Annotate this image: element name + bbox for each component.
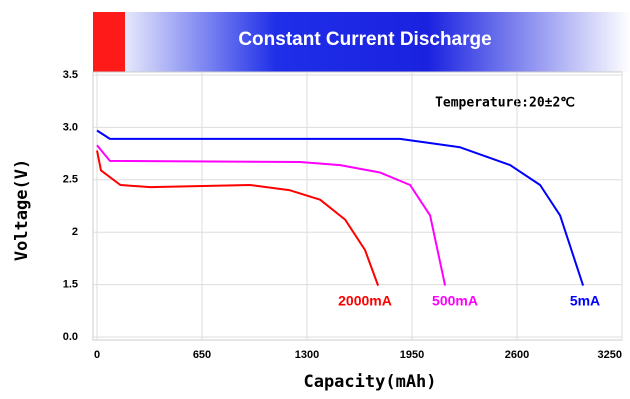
series-label: 2000mA [338, 293, 392, 309]
plot-frame [92, 71, 623, 341]
x-tick-label: 650 [193, 349, 211, 361]
y-axis-label: Voltage(V) [12, 159, 32, 261]
line [96, 144, 447, 286]
y-tick-label: 2 [72, 226, 78, 238]
header-banner [125, 12, 630, 72]
line [96, 129, 585, 286]
line [96, 150, 380, 286]
series-label: 5mA [570, 293, 600, 309]
annotation: Temperature:20±2℃ [435, 96, 575, 111]
header-square [93, 12, 125, 72]
x-axis-label: Capacity(mAh) [303, 372, 436, 392]
series-label: 500mA [432, 293, 478, 309]
y-tick-label: 0.0 [63, 331, 78, 343]
x-tick-label: 2600 [505, 349, 529, 361]
x-tick-label: 0 [94, 349, 100, 361]
y-tick-label: 2.5 [63, 174, 78, 186]
x-tick-label: 3250 [598, 349, 622, 361]
chart-title: Constant Current Discharge [238, 29, 491, 50]
x-tick-label: 1950 [400, 349, 424, 361]
x-tick-label: 1300 [295, 349, 319, 361]
y-tick-label: 3.5 [63, 69, 78, 81]
y-tick-label: 3.0 [63, 121, 78, 133]
y-tick-label: 1.5 [63, 279, 78, 291]
